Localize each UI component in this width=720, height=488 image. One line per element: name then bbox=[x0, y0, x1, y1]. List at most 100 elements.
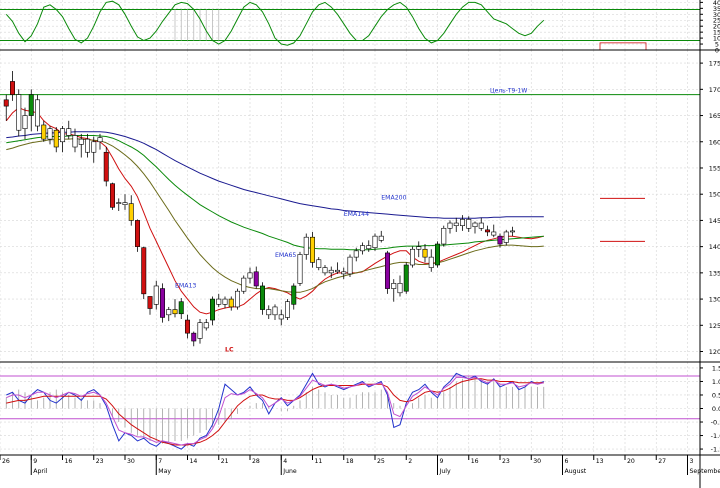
candle-body bbox=[297, 254, 303, 284]
candle-body bbox=[53, 129, 59, 148]
y-tick-label: 15 bbox=[713, 29, 720, 37]
y-tick-label: -0.5 bbox=[711, 419, 720, 427]
candle-body bbox=[110, 183, 115, 208]
top-oscillator-panel: 0510152025303540 bbox=[0, 0, 720, 55]
candle-body bbox=[466, 219, 472, 229]
candle-body bbox=[491, 231, 497, 236]
y-tick-label: 1250 bbox=[709, 322, 720, 330]
y-tick-label: 1300 bbox=[709, 296, 720, 304]
y-tick-label: 1550 bbox=[709, 164, 720, 172]
x-tick-label: 21 bbox=[221, 458, 229, 465]
candle-body bbox=[353, 250, 359, 258]
candle-body bbox=[60, 128, 65, 143]
candle-body bbox=[428, 256, 434, 268]
x-tick-label: 16 bbox=[471, 458, 479, 465]
candle-body bbox=[328, 269, 334, 274]
candle-body bbox=[128, 203, 134, 221]
candle-body bbox=[78, 138, 84, 145]
candle-body bbox=[172, 309, 178, 315]
y-tick-label: 35 bbox=[713, 5, 720, 13]
x-tick-label: 6 bbox=[565, 458, 569, 465]
y-tick-label: 1350 bbox=[709, 269, 720, 277]
candle-body bbox=[285, 301, 290, 318]
x-tick-label: 20 bbox=[627, 458, 635, 465]
y-tick-label: 1600 bbox=[709, 138, 720, 146]
candle-body bbox=[291, 285, 297, 305]
y-tick-label: 1.5 bbox=[712, 364, 720, 372]
candle-body bbox=[253, 271, 259, 287]
y-tick-label: 1750 bbox=[709, 60, 720, 68]
y-tick-label: 40 bbox=[713, 0, 720, 7]
ma-annotation: LC bbox=[225, 347, 234, 354]
y-tick-label: 1400 bbox=[709, 243, 720, 251]
candle-body bbox=[410, 248, 415, 266]
candle-body bbox=[235, 290, 240, 308]
bottom-oscillator-panel: -1.5 -1.0 -0.5 0.0 0.5 1.0 1.5 bbox=[0, 362, 720, 455]
candle-body bbox=[278, 314, 284, 320]
candle-body bbox=[435, 243, 440, 266]
moving-average-line bbox=[6, 131, 544, 219]
candle-body bbox=[316, 259, 322, 268]
y-tick-label: 1650 bbox=[709, 112, 720, 120]
oscillator-line bbox=[6, 376, 544, 446]
y-tick-label: 0.0 bbox=[712, 405, 720, 413]
candle-body bbox=[16, 94, 22, 131]
y-tick-label: 20 bbox=[713, 23, 720, 31]
main-price-panel: 1200 1250 1300 1350 1400 1450 1500 1550 1600 1650… bbox=[0, 50, 720, 362]
month-label: May bbox=[158, 468, 171, 475]
y-tick-label: -1.0 bbox=[711, 432, 720, 440]
candle-body bbox=[303, 236, 309, 255]
x-tick-label: 23 bbox=[502, 458, 510, 465]
candle-body bbox=[478, 222, 484, 229]
moving-average-line bbox=[6, 138, 544, 293]
y-tick-label: 30 bbox=[713, 11, 720, 19]
candle-body bbox=[416, 246, 422, 250]
x-tick-label: 30 bbox=[533, 458, 541, 465]
candle-body bbox=[191, 332, 197, 342]
candle-body bbox=[22, 115, 28, 129]
target-line-label: Цель-Т9-1W bbox=[490, 88, 527, 95]
candle-body bbox=[341, 271, 347, 275]
candle-body bbox=[197, 322, 203, 339]
candle-body bbox=[135, 220, 140, 247]
candle-body bbox=[260, 285, 265, 310]
x-tick-label: 2 bbox=[408, 458, 412, 465]
candle-body bbox=[147, 296, 153, 309]
candle-body bbox=[335, 269, 340, 273]
ma-annotation: EMA65 bbox=[275, 252, 296, 259]
candle-body bbox=[178, 301, 184, 315]
candle-body bbox=[222, 298, 228, 305]
y-tick-label: 1700 bbox=[709, 86, 720, 94]
candle-body bbox=[503, 231, 509, 243]
oscillator-line bbox=[5, 0, 545, 46]
candle-body bbox=[116, 202, 122, 204]
candle-body bbox=[141, 247, 147, 295]
candle-body bbox=[160, 288, 165, 318]
x-tick-label: 3 bbox=[690, 458, 694, 465]
candle-body bbox=[203, 322, 209, 329]
y-tick-label: 10 bbox=[713, 35, 720, 43]
x-tick-label: 4 bbox=[283, 458, 287, 465]
moving-average-line bbox=[5, 107, 544, 315]
ma-annotation: EMA13 bbox=[175, 283, 196, 290]
month-label: July bbox=[439, 468, 451, 475]
month-label: June bbox=[282, 468, 297, 475]
candle-body bbox=[153, 285, 159, 305]
y-tick-label: 1500 bbox=[709, 191, 720, 199]
candle-body bbox=[185, 319, 190, 334]
month-label: April bbox=[33, 468, 47, 475]
ma-annotation: EMA144 bbox=[344, 211, 369, 218]
candle-body bbox=[485, 229, 490, 233]
oscillator-line bbox=[6, 372, 544, 450]
y-tick-label: 5 bbox=[715, 41, 719, 49]
candle-body bbox=[272, 306, 278, 316]
candle-body bbox=[166, 309, 172, 316]
x-tick-label: 14 bbox=[190, 458, 198, 465]
x-tick-label: 26 bbox=[2, 458, 10, 465]
candle-body bbox=[210, 298, 215, 321]
candle-body bbox=[66, 128, 72, 136]
candle-body bbox=[360, 245, 365, 252]
candle-body bbox=[460, 219, 465, 226]
candle-body bbox=[10, 81, 15, 95]
